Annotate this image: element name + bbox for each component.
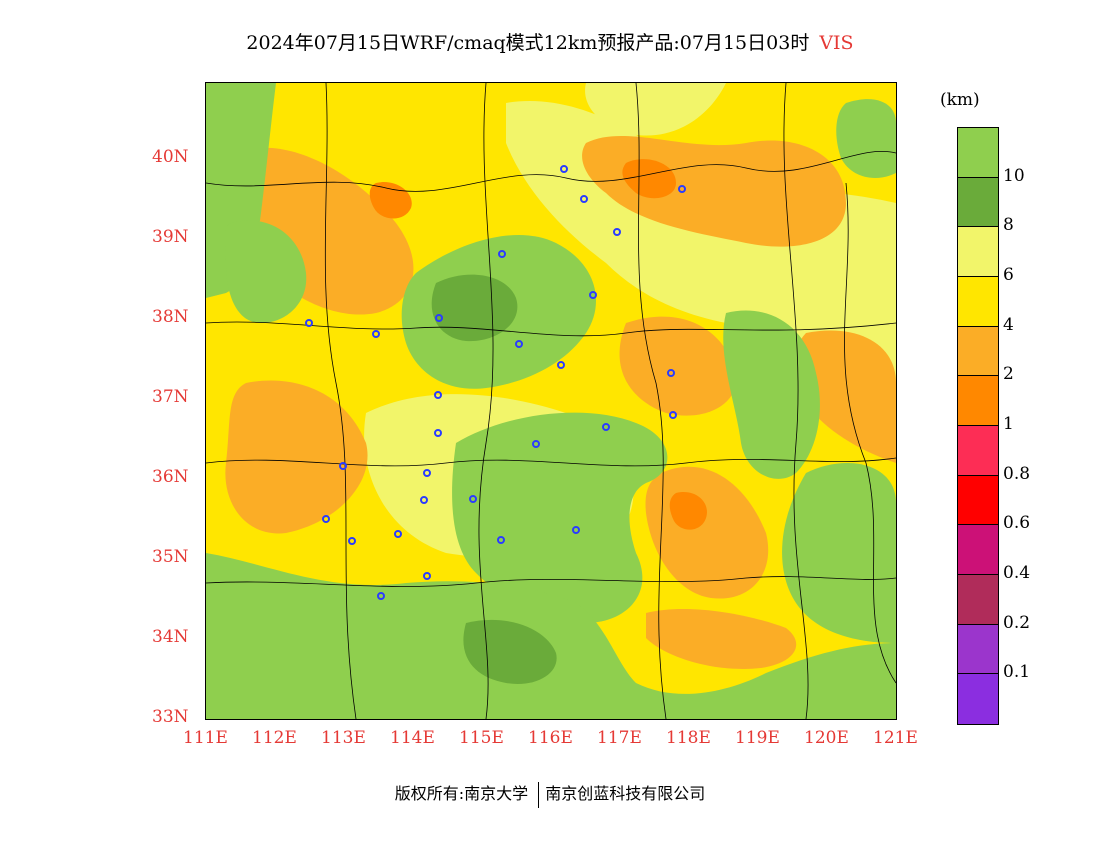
x-tick-label: 112E — [252, 728, 297, 748]
region-green-east — [723, 310, 820, 479]
region-green-coast-se — [782, 463, 896, 643]
colorbar-swatch — [958, 177, 998, 228]
colorbar-swatch — [958, 227, 998, 277]
map-panel — [205, 82, 897, 720]
station-marker — [557, 361, 565, 369]
region-deep-orange-1 — [622, 159, 676, 199]
x-tick-label: 113E — [321, 728, 366, 748]
station-marker — [423, 572, 431, 580]
x-tick-label: 121E — [873, 728, 918, 748]
region-dark-green-s — [463, 619, 557, 684]
colorbar-label: 0.6 — [1003, 513, 1031, 534]
station-marker — [515, 340, 523, 348]
station-marker — [469, 495, 477, 503]
station-marker — [613, 228, 621, 236]
region-green-ne — [836, 99, 896, 178]
colorbar-label: 2 — [1003, 364, 1014, 385]
station-marker — [678, 185, 686, 193]
y-tick-label: 40N — [152, 147, 189, 167]
colorbar-swatch — [958, 128, 998, 178]
region-orange-se — [646, 608, 797, 669]
title-variable: VIS — [819, 32, 854, 54]
x-tick-label: 119E — [735, 728, 780, 748]
title-main: 2024年07月15日WRF/cmaq模式12km预报产品:07月15日03时 — [246, 32, 810, 54]
station-marker — [498, 250, 506, 258]
station-marker — [420, 496, 428, 504]
station-marker — [377, 592, 385, 600]
station-marker — [580, 195, 588, 203]
chart-title: 2024年07月15日WRF/cmaq模式12km预报产品:07月15日03时 V… — [0, 28, 1100, 55]
y-tick-label: 39N — [152, 227, 189, 247]
station-marker — [667, 369, 675, 377]
colorbar-label: 0.1 — [1003, 662, 1031, 683]
x-tick-label: 114E — [390, 728, 435, 748]
y-tick-label: 34N — [152, 627, 189, 647]
colorbar-label: 0.4 — [1003, 563, 1031, 583]
y-tick-label: 35N — [152, 547, 189, 567]
colorbar-swatch — [958, 276, 998, 327]
station-marker — [532, 440, 540, 448]
station-marker — [572, 526, 580, 534]
region-green-lake — [224, 220, 307, 323]
x-tick-label: 120E — [804, 728, 849, 748]
colorbar-label: 10 — [1003, 165, 1025, 186]
station-marker — [497, 536, 505, 544]
station-marker — [394, 530, 402, 538]
y-tick-label: 33N — [152, 707, 189, 727]
station-markers — [305, 165, 686, 600]
station-marker — [322, 515, 330, 523]
station-marker — [305, 319, 313, 327]
region-deep-orange-3 — [669, 492, 707, 530]
colorbar — [957, 127, 999, 725]
x-tick-label: 115E — [459, 728, 504, 748]
station-marker — [339, 462, 347, 470]
station-marker — [435, 314, 443, 322]
colorbar-swatch — [958, 425, 998, 476]
station-marker — [372, 330, 380, 338]
colorbar-label: 6 — [1003, 265, 1014, 285]
station-marker — [434, 391, 442, 399]
colorbar-label: 4 — [1003, 314, 1014, 335]
station-marker — [669, 411, 677, 419]
y-tick-label: 36N — [152, 467, 189, 487]
region-orange-west — [225, 380, 368, 534]
footer-right: 南京创蓝科技有限公司 — [545, 784, 706, 803]
station-marker — [560, 165, 568, 173]
x-tick-label: 111E — [183, 728, 228, 748]
y-tick-label: 37N — [152, 387, 189, 407]
colorbar-swatch — [958, 674, 998, 724]
region-green-nw — [206, 83, 276, 298]
colorbar-swatch — [958, 525, 998, 575]
footer-left: 版权所有:南京大学 — [394, 784, 529, 803]
colorbar-label: 1 — [1003, 414, 1014, 434]
region-dark-green-central — [431, 274, 518, 342]
region-deep-orange-2 — [369, 182, 412, 219]
colorbar-label: 8 — [1003, 215, 1014, 236]
footer-divider — [538, 781, 540, 808]
colorbar-unit: (km) — [940, 90, 980, 110]
station-marker — [423, 469, 431, 477]
colorbar-swatch — [958, 376, 998, 426]
colorbar-label: 0.2 — [1003, 612, 1031, 633]
colorbar-label: 0.8 — [1003, 463, 1031, 484]
y-tick-label: 38N — [152, 307, 189, 327]
admin-boundaries — [206, 83, 896, 719]
colorbar-swatch — [958, 326, 998, 377]
colorbar-swatch — [958, 475, 998, 526]
x-tick-label: 118E — [666, 728, 711, 748]
station-marker — [434, 429, 442, 437]
colorbar-swatch — [958, 574, 998, 625]
copyright-footer: 版权所有:南京大学 南京创蓝科技有限公司 — [0, 780, 1100, 808]
visibility-map — [206, 83, 896, 719]
colorbar-swatch — [958, 624, 998, 675]
region-light-yellow-n — [585, 83, 726, 136]
station-marker — [589, 291, 597, 299]
station-marker — [348, 537, 356, 545]
x-tick-label: 116E — [528, 728, 573, 748]
region-orange-coast — [794, 330, 896, 463]
station-marker — [602, 423, 610, 431]
x-tick-label: 117E — [597, 728, 642, 748]
region-orange-e1 — [619, 316, 737, 416]
